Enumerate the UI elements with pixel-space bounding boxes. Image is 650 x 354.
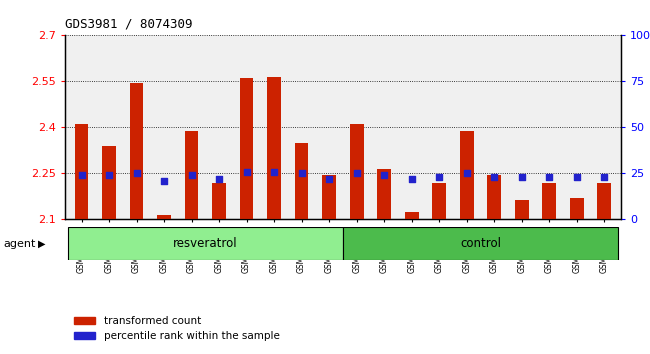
Legend: transformed count, percentile rank within the sample: transformed count, percentile rank withi…: [70, 312, 283, 345]
Point: [599, 174, 610, 180]
Point: [324, 176, 334, 182]
Bar: [542, 183, 556, 219]
Point: [462, 171, 472, 176]
Point: [406, 176, 417, 182]
Bar: [570, 198, 584, 219]
Bar: [102, 146, 116, 219]
Bar: [432, 183, 446, 219]
Point: [104, 172, 114, 178]
Bar: [75, 124, 88, 219]
Bar: [405, 212, 419, 219]
Bar: [460, 131, 474, 219]
Point: [131, 171, 142, 176]
Point: [544, 174, 554, 180]
Point: [159, 178, 169, 184]
Bar: [185, 131, 198, 219]
Bar: [350, 124, 363, 219]
Bar: [515, 200, 528, 219]
Text: resveratrol: resveratrol: [173, 237, 238, 250]
Bar: [488, 175, 501, 219]
Point: [571, 174, 582, 180]
Bar: [322, 175, 336, 219]
Point: [296, 171, 307, 176]
Point: [187, 172, 197, 178]
Point: [214, 176, 224, 182]
Point: [352, 171, 362, 176]
Point: [434, 174, 445, 180]
Bar: [157, 215, 171, 219]
Point: [241, 169, 252, 175]
Text: agent: agent: [3, 239, 36, 249]
Text: ▶: ▶: [38, 239, 46, 249]
Point: [76, 172, 86, 178]
Point: [517, 174, 527, 180]
Bar: [597, 183, 611, 219]
Point: [269, 169, 280, 175]
Bar: [267, 77, 281, 219]
Bar: [343, 227, 618, 260]
Point: [489, 174, 499, 180]
Bar: [129, 83, 144, 219]
Bar: [212, 183, 226, 219]
Point: [379, 172, 389, 178]
Bar: [294, 143, 309, 219]
Bar: [377, 169, 391, 219]
Text: GDS3981 / 8074309: GDS3981 / 8074309: [65, 17, 192, 30]
Text: control: control: [460, 237, 501, 250]
Bar: [68, 227, 343, 260]
Bar: [240, 78, 254, 219]
